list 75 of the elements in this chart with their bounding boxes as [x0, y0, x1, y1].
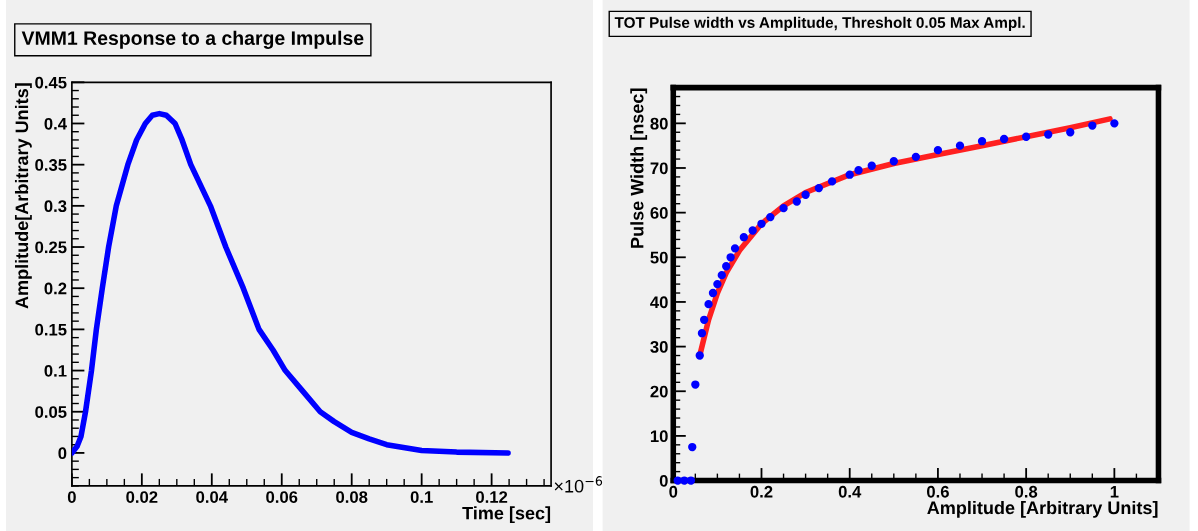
x-tick-label: 0 [669, 485, 678, 498]
x-tick-label: 0.6 [927, 485, 949, 498]
y-tick-label: 0.4 [44, 117, 67, 130]
point [708, 288, 718, 298]
y-tick-label: 0.15 [35, 323, 67, 336]
point [1110, 119, 1119, 128]
point [688, 442, 697, 452]
x-tick-label: 0.1 [410, 491, 433, 503]
point [726, 253, 735, 262]
x-axis-title: Time [sec] [462, 506, 551, 524]
point [845, 170, 854, 179]
x-tick-label: 0.2 [750, 485, 773, 498]
x-tick-label: 0.4 [838, 485, 862, 498]
point [814, 183, 823, 193]
point [999, 134, 1009, 144]
y-tick-label: 0.3 [44, 200, 67, 213]
point [1088, 121, 1097, 130]
point [801, 190, 810, 199]
point [739, 233, 749, 242]
x-tick-label: 0.02 [126, 491, 158, 503]
point [1044, 130, 1053, 139]
x-tick-label: 0.8 [1015, 485, 1038, 498]
point [933, 145, 943, 155]
point [713, 279, 722, 289]
point [691, 380, 700, 389]
point [695, 351, 704, 360]
chart-title: TOT Pulse width vs Amplitude, Thresholt 0.05 Max Ampl. [614, 16, 1025, 32]
point [955, 141, 965, 150]
x-tick-label: 0.12 [476, 491, 508, 503]
y-tick-label: 0.45 [35, 76, 67, 89]
point [748, 226, 757, 235]
y-tick-label: 0.25 [35, 241, 67, 254]
y-tick-label: 80 [650, 117, 668, 130]
point [766, 212, 775, 222]
y-tick-label: 0.05 [35, 406, 67, 418]
y-tick-label: 60 [650, 207, 668, 219]
x-tick-label: 0.06 [266, 491, 298, 503]
y-tick-label: 0.1 [44, 364, 67, 377]
y-axis-title: Pulse Width [nsec] [630, 88, 648, 248]
x-tick-label: 0.04 [196, 491, 228, 503]
text: ×10$^{−6}$ [554, 476, 603, 493]
point [1066, 128, 1075, 137]
point [854, 166, 863, 175]
y-axis-title: Amplitude[Arbitrary Units] [14, 83, 32, 309]
y-tick-label: 50 [650, 251, 668, 264]
y-tick-label: 20 [650, 385, 668, 398]
y-tick-label: 10 [650, 430, 668, 443]
point [730, 244, 740, 253]
point [779, 204, 788, 213]
chart-title: VMM1 Response to a charge Impulse [21, 30, 364, 49]
x-tick-label: 0.08 [336, 491, 368, 503]
x-tick-label: 0 [67, 491, 76, 503]
point [722, 262, 731, 271]
y-tick-label: 0.2 [44, 282, 67, 295]
point [697, 329, 707, 338]
point [827, 177, 837, 186]
point [704, 300, 713, 309]
point [717, 270, 726, 280]
point [889, 157, 898, 166]
point [977, 137, 987, 146]
point [686, 476, 696, 485]
point [867, 161, 876, 170]
y-tick-label: 70 [650, 162, 668, 175]
y-tick-label: 30 [650, 341, 668, 353]
x-axis-title: Amplitude [Arbitrary Units] [927, 500, 1158, 518]
y-tick-label: 40 [650, 296, 668, 309]
point [792, 197, 801, 206]
point [911, 152, 921, 161]
point [1021, 132, 1031, 141]
y-tick-label: 0 [58, 447, 67, 460]
y-tick-label: 0 [659, 474, 668, 487]
point [757, 219, 766, 228]
point [699, 315, 709, 324]
x-tick-label: 1 [1110, 486, 1119, 498]
y-tick-label: 0.35 [35, 159, 67, 171]
